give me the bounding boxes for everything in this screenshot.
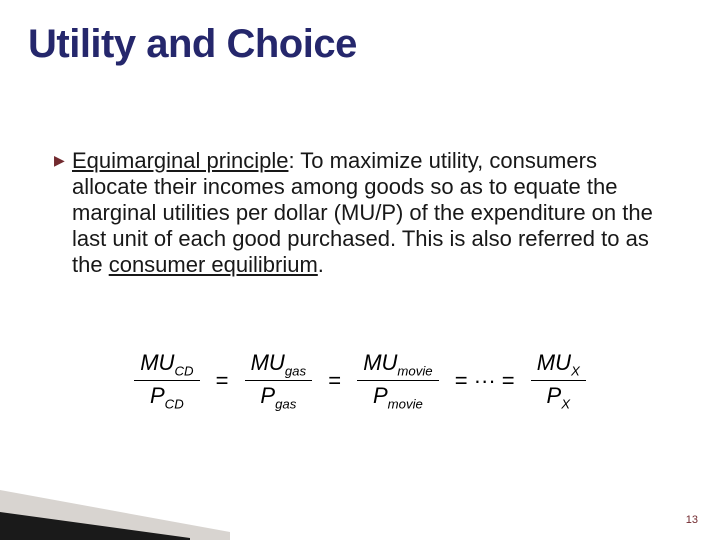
slide-title: Utility and Choice <box>28 22 357 67</box>
decor-dark <box>0 512 190 540</box>
term-equimarginal: Equimarginal principle <box>72 148 288 173</box>
corner-decoration-icon <box>0 480 250 540</box>
equals-2: = <box>322 368 347 394</box>
slide: Utility and Choice ▶ Equimarginal princi… <box>0 0 720 540</box>
equimarginal-equation: MUCD PCD = MUgas Pgas = MUmovie Pmovie =… <box>0 350 720 412</box>
fraction-movie: MUmovie Pmovie <box>353 350 442 412</box>
term-consumer-equilibrium: consumer equilibrium <box>109 252 318 277</box>
equals-1: = <box>210 368 235 394</box>
decor-light <box>0 490 230 540</box>
fraction-cd: MUCD PCD <box>130 350 203 412</box>
bullet-text-2: . <box>318 252 324 277</box>
page-number: 13 <box>686 514 698 526</box>
bullet-marker-icon: ▶ <box>54 152 65 169</box>
bullet-paragraph: ▶ Equimarginal principle: To maximize ut… <box>72 148 660 278</box>
ellipsis: = ··· = <box>449 368 521 394</box>
fraction-x: MUX PX <box>527 350 590 412</box>
fraction-gas: MUgas Pgas <box>241 350 316 412</box>
